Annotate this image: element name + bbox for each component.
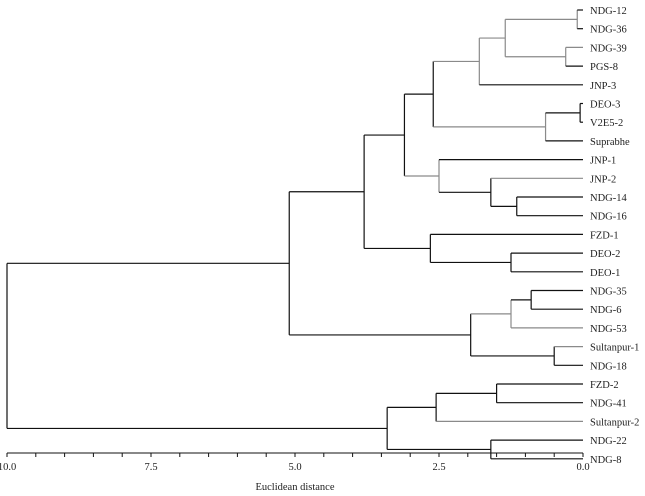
leaf-label: Sultanpur-2 [590, 417, 639, 428]
leaf-label: JNP-1 [590, 156, 616, 167]
leaf-label: NDG-53 [590, 324, 627, 335]
dendrogram-links [6, 9, 583, 460]
leaf-label: JNP-3 [590, 81, 616, 92]
leaf-label: NDG-6 [590, 305, 622, 316]
x-tick-label: 10.0 [0, 462, 16, 473]
leaf-label: V2E5-2 [590, 118, 623, 129]
leaf-label: DEO-3 [590, 100, 620, 111]
leaf-label: NDG-41 [590, 399, 627, 410]
leaf-label: NDG-14 [590, 193, 627, 204]
leaf-label: JNP-2 [590, 174, 616, 185]
leaf-label: PGS-8 [590, 62, 618, 73]
leaf-label: FZD-2 [590, 380, 619, 391]
leaf-label: NDG-22 [590, 436, 627, 447]
leaf-label: NDG-35 [590, 287, 627, 298]
leaf-label: Sultanpur-1 [590, 343, 639, 354]
x-tick-label: 2.5 [432, 462, 445, 473]
leaf-label: FZD-1 [590, 230, 619, 241]
leaf-label: DEO-1 [590, 268, 620, 279]
x-tick-label: 7.5 [144, 462, 157, 473]
leaf-label: NDG-16 [590, 212, 627, 223]
x-axis: 10.0 7.5 5.0 2.5 0.0 [0, 452, 590, 473]
leaf-label: NDG-8 [590, 455, 622, 466]
x-axis-title: Euclidean distance [255, 482, 334, 493]
x-tick-label: 0.0 [576, 462, 589, 473]
x-tick-label: 5.0 [288, 462, 301, 473]
leaf-label: DEO-2 [590, 249, 620, 260]
leaf-label: NDG-39 [590, 43, 627, 54]
leaf-label: NDG-18 [590, 361, 627, 372]
leaf-label: NDG-36 [590, 25, 627, 36]
leaf-label: NDG-12 [590, 6, 627, 17]
leaf-label: Suprabhe [590, 137, 630, 148]
leaf-labels: NDG-12 NDG-36 NDG-39 PGS-8 JNP-3 DEO-3 V2E5-2 S… [590, 6, 639, 466]
